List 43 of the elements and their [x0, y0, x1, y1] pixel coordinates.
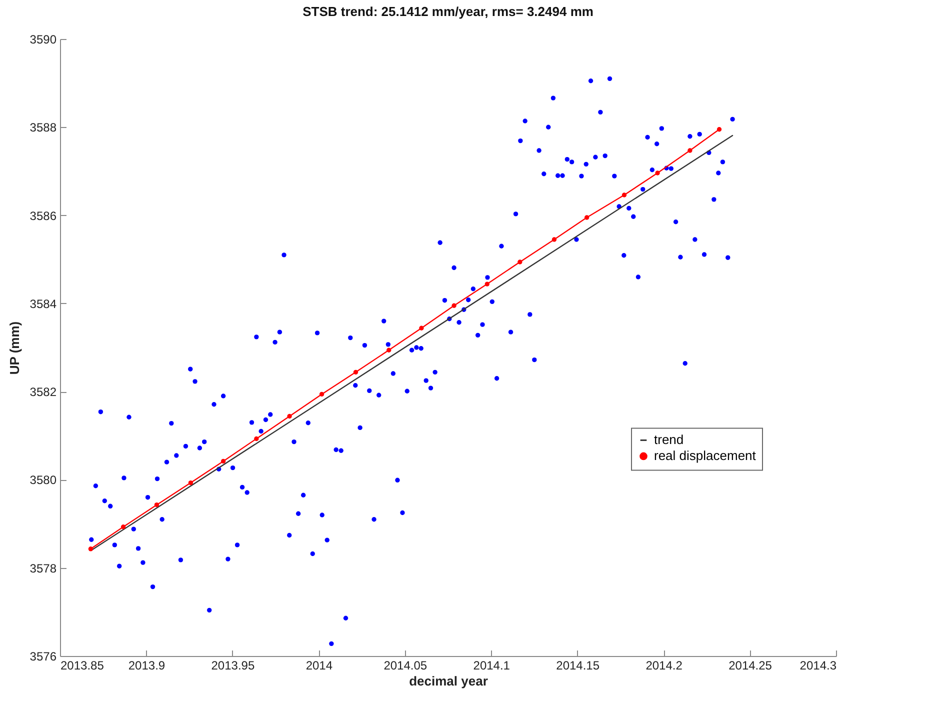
y-tick-label: 3576 — [30, 650, 57, 664]
point — [254, 436, 259, 442]
x-tick-label: 2013.95 — [211, 658, 255, 672]
x-tick-label: 2014.15 — [556, 658, 600, 672]
y-tick-label: 3584 — [30, 296, 57, 311]
point — [716, 127, 722, 132]
point — [386, 348, 392, 352]
point — [353, 370, 358, 375]
x-tick-label: 2014.3 — [800, 658, 837, 672]
point — [120, 524, 126, 530]
y-axis-title: UP (mm) — [6, 321, 22, 375]
x-tick-label: 2014.1 — [473, 658, 510, 672]
point — [552, 237, 557, 242]
x-tick-label: 2013.85 — [60, 658, 104, 672]
x-axis-title: decimal year — [409, 674, 488, 688]
x-tick-label: 2013.9 — [128, 658, 166, 672]
y-tick-label: 3588 — [30, 120, 57, 135]
point — [622, 192, 627, 198]
point — [319, 392, 324, 397]
point — [655, 170, 660, 176]
point — [154, 502, 160, 508]
point — [688, 148, 692, 153]
chart-title: STSB trend: 25.1412 mm/year, rms= 3.2494 mm — [302, 4, 594, 19]
point — [518, 260, 522, 264]
x-tick-label: 2014.2 — [646, 658, 683, 672]
point — [88, 546, 94, 552]
y-tick-label: 3586 — [30, 208, 57, 223]
y-tick-label: 3590 — [30, 32, 57, 46]
x-tick-label: 2014 — [306, 658, 333, 672]
y-tick-label: 3580 — [30, 473, 57, 488]
x-tick-label: 2014.05 — [384, 658, 428, 672]
point — [220, 458, 226, 464]
point — [419, 326, 424, 330]
y-tick-label: 3582 — [30, 385, 57, 400]
point — [484, 282, 490, 286]
point — [287, 414, 292, 419]
y-tick-label: 3578 — [30, 561, 57, 576]
x-tick-label: 2014.25 — [728, 658, 772, 672]
point — [452, 303, 456, 308]
legend-label: trend — [654, 432, 684, 448]
point — [584, 215, 590, 220]
point — [188, 480, 194, 486]
legend-label: real displacement — [654, 448, 756, 464]
